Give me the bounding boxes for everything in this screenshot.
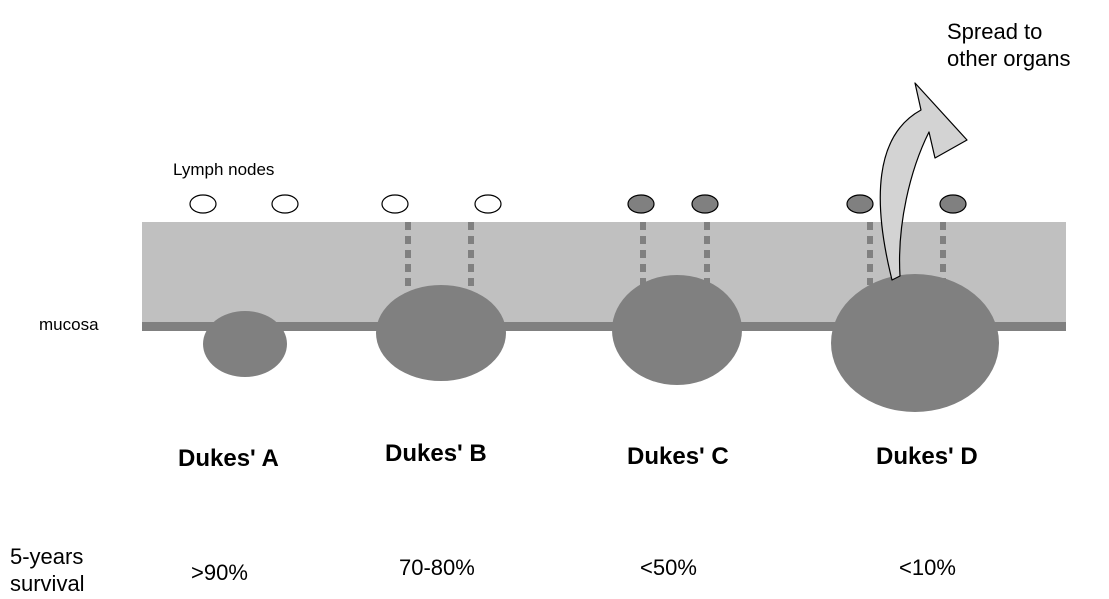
lymph-node-involved: [847, 195, 873, 213]
tumour-dukes-c: [612, 275, 742, 385]
spread-label-line2: other organs: [947, 45, 1071, 72]
lymph-node-clear: [382, 195, 408, 213]
lymph-node-clear: [272, 195, 298, 213]
survival-value-b: 70-80%: [399, 555, 475, 581]
survival-label-line2: survival: [10, 570, 85, 597]
lymph-node-clear: [190, 195, 216, 213]
lymph-node-clear: [475, 195, 501, 213]
tumour-dukes-a: [203, 311, 287, 377]
stage-name-d: Dukes' D: [876, 443, 978, 471]
lymph-nodes: [190, 195, 966, 213]
survival-label-line1: 5-years: [10, 543, 85, 570]
survival-value-a: >90%: [191, 560, 248, 586]
survival-label: 5-years survival: [10, 543, 85, 597]
tumour-dukes-b: [376, 285, 506, 381]
stage-name-b: Dukes' B: [385, 440, 487, 468]
lymph-node-involved: [940, 195, 966, 213]
survival-value-c: <50%: [640, 555, 697, 581]
lymph-node-involved: [692, 195, 718, 213]
stage-name-c: Dukes' C: [627, 443, 729, 471]
lymph-node-involved: [628, 195, 654, 213]
spread-label: Spread to other organs: [947, 18, 1071, 72]
survival-value-d: <10%: [899, 555, 956, 581]
spread-label-line1: Spread to: [947, 18, 1071, 45]
lymph-nodes-label: Lymph nodes: [173, 160, 274, 180]
mucosa-label: mucosa: [39, 315, 99, 335]
tumour-dukes-d: [831, 274, 999, 412]
stage-name-a: Dukes' A: [178, 445, 279, 473]
